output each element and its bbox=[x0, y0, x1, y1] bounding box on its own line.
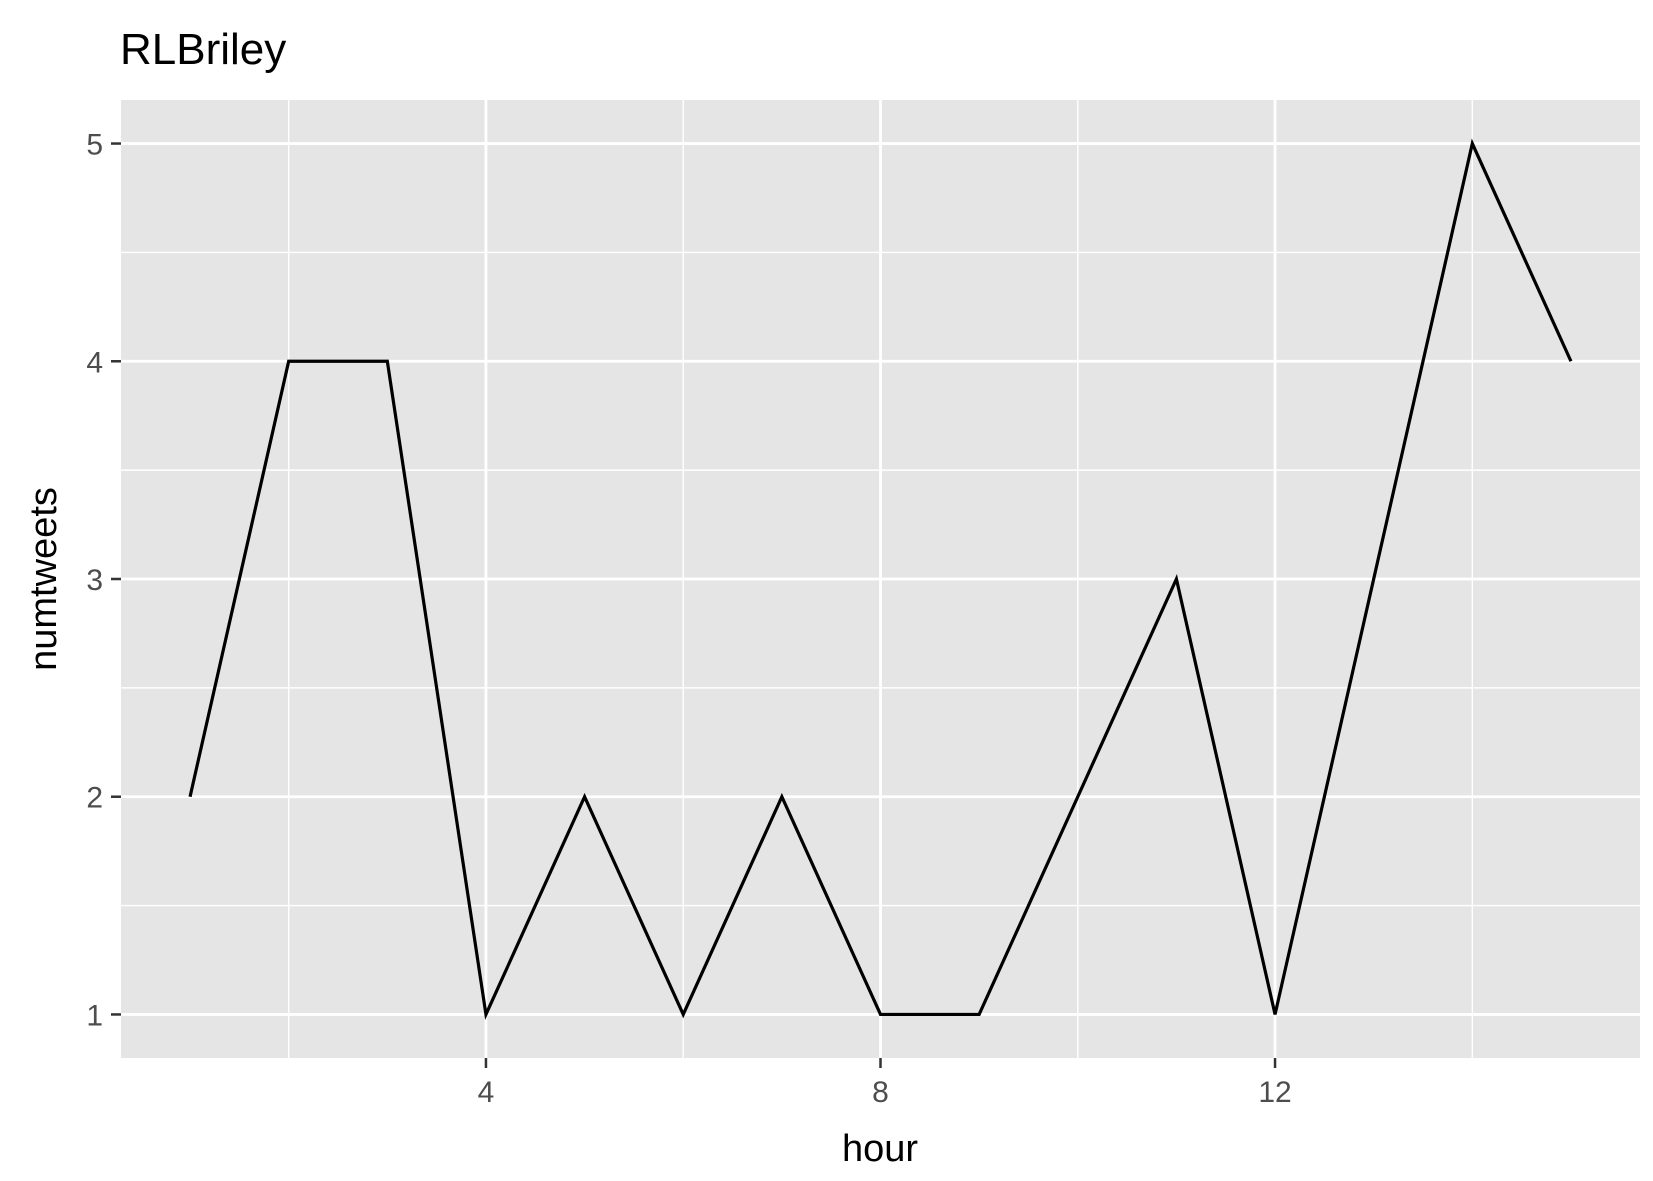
y-tick-label-1: 2 bbox=[86, 782, 103, 815]
y-tick-label-2: 3 bbox=[86, 564, 103, 597]
chart-title: RLBriley bbox=[120, 25, 286, 74]
y-tick-label-4: 5 bbox=[86, 129, 103, 162]
x-tick-label-0: 4 bbox=[478, 1076, 495, 1109]
x-axis-title: hour bbox=[842, 1128, 918, 1170]
y-tick-label-0: 1 bbox=[86, 999, 103, 1032]
y-axis-title: numtweets bbox=[23, 487, 65, 671]
x-axis: 4 8 12 bbox=[478, 1058, 1292, 1109]
x-tick-label-1: 8 bbox=[872, 1076, 889, 1109]
series-layer bbox=[188, 138, 1573, 1021]
x-tick-label-2: 12 bbox=[1258, 1076, 1291, 1109]
major-grid bbox=[121, 100, 1640, 1058]
series-line-0 bbox=[188, 138, 1573, 1021]
y-axis: 1 2 3 4 5 bbox=[86, 129, 121, 1032]
y-tick-label-3: 4 bbox=[86, 346, 103, 379]
